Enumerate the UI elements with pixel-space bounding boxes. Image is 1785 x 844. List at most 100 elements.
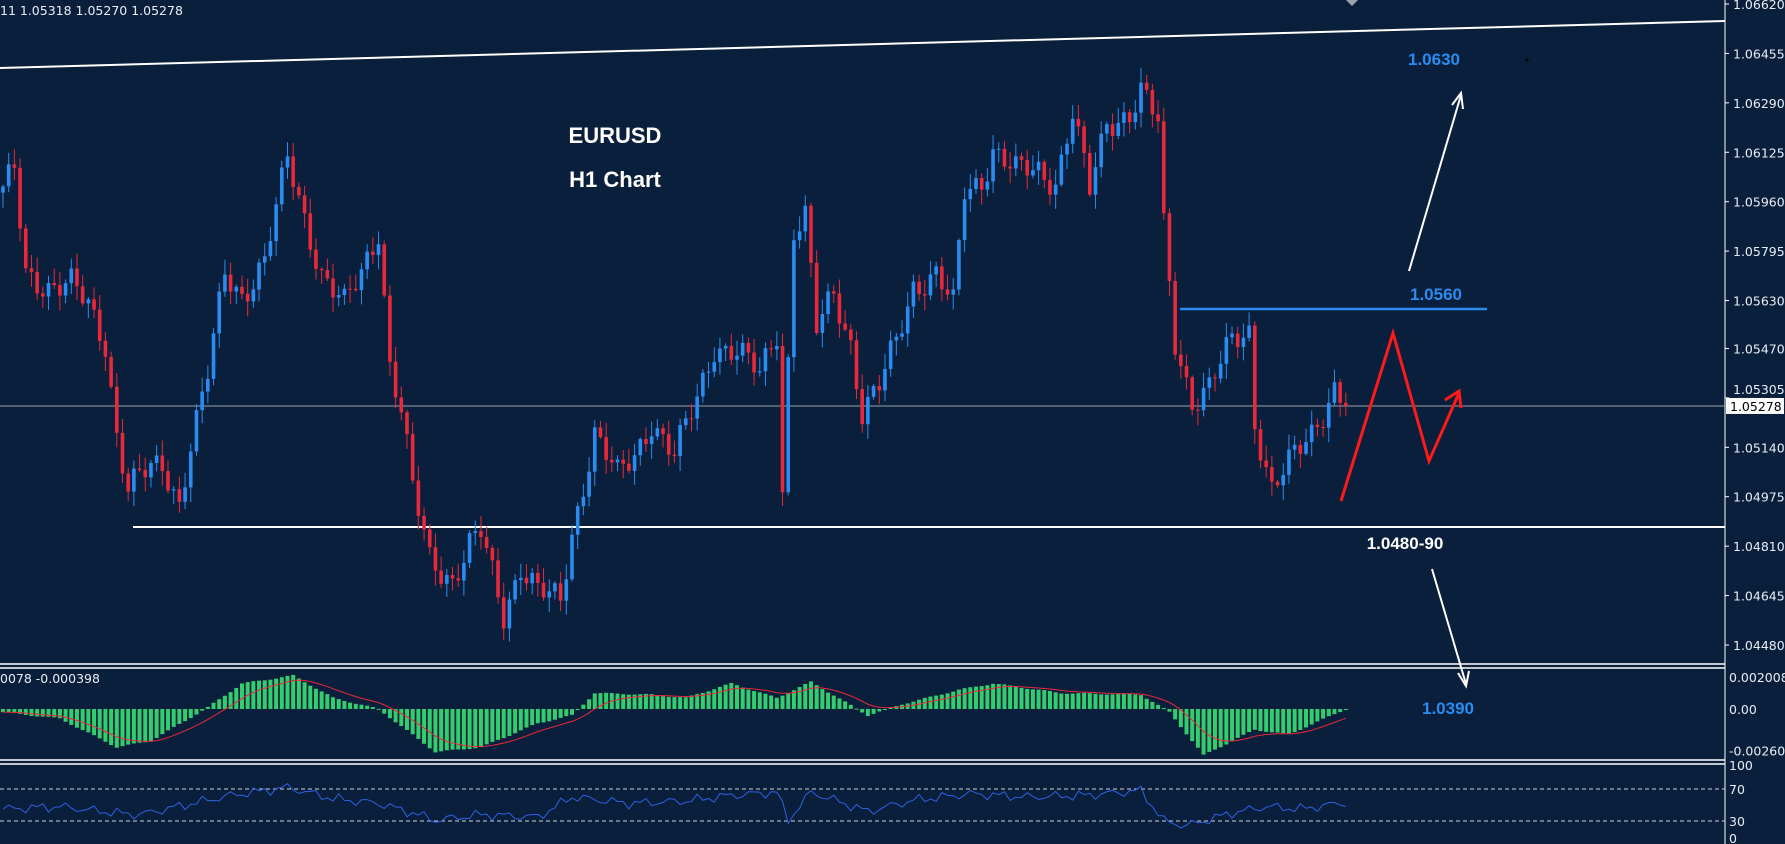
candle-body xyxy=(35,271,39,294)
candle-body xyxy=(103,340,108,357)
candle-body xyxy=(621,459,626,464)
macd-bar xyxy=(780,695,785,709)
macd-bar xyxy=(234,687,239,709)
candle-body xyxy=(331,278,335,298)
candle-body xyxy=(1196,409,1200,411)
candle-body xyxy=(843,323,847,330)
rsi-tick-label: 30 xyxy=(1729,814,1745,829)
macd-bar xyxy=(496,709,501,740)
macd-bar xyxy=(865,709,870,717)
candle-body xyxy=(46,283,51,297)
price-axis: 1.06620 1.06455 1.06290 1.06125 1.05960 1.057… xyxy=(1725,0,1785,653)
candle-body xyxy=(1127,112,1132,123)
candle-body xyxy=(849,329,853,341)
macd-bar xyxy=(393,709,398,723)
price-tick-label: 1.06620 xyxy=(1733,0,1785,12)
macd-bar xyxy=(1281,709,1286,734)
candle-body xyxy=(1241,337,1246,347)
macd-bar xyxy=(177,709,182,724)
candle-body xyxy=(393,361,398,398)
macd-bar xyxy=(735,685,740,709)
candle-body xyxy=(530,572,534,584)
candle-body xyxy=(547,591,552,598)
macd-bar xyxy=(1292,709,1297,733)
macd-bar xyxy=(166,709,171,731)
macd-histogram xyxy=(1,674,1348,755)
macd-bar xyxy=(1190,709,1195,742)
support-label: 1.0480-90 xyxy=(1367,534,1444,553)
candle-body xyxy=(917,281,921,294)
candle-body xyxy=(905,306,910,334)
candle-body xyxy=(92,299,96,310)
candle-body xyxy=(143,469,148,478)
candle-body xyxy=(1116,122,1121,136)
macd-bar xyxy=(399,709,404,727)
macd-bar xyxy=(962,688,967,709)
candle-body xyxy=(450,574,455,579)
candle-body xyxy=(1332,382,1337,403)
macd-bar xyxy=(672,697,677,709)
macd-bar xyxy=(302,682,307,709)
macd-bar xyxy=(1230,709,1235,742)
candle-body xyxy=(1065,143,1069,155)
candle-body xyxy=(581,496,586,507)
candle-body xyxy=(837,293,842,324)
candle-body xyxy=(661,428,665,434)
candle-body xyxy=(445,574,449,584)
candle-body xyxy=(109,356,113,387)
candle-body xyxy=(564,579,569,601)
candle-body xyxy=(41,293,45,297)
candle-body xyxy=(507,599,512,629)
candle-body xyxy=(58,285,62,296)
candle-body xyxy=(479,531,483,538)
scroll-marker-icon[interactable] xyxy=(1346,0,1358,6)
price-tick-label: 1.05795 xyxy=(1733,244,1785,259)
target-up-label: 1.0630 xyxy=(1408,50,1460,69)
macd-bar xyxy=(160,709,165,735)
macd-bar xyxy=(52,709,57,718)
macd-bar xyxy=(46,709,51,717)
upper-trendline[interactable] xyxy=(0,20,1726,69)
candle-body xyxy=(1070,118,1075,144)
macd-bar xyxy=(461,709,466,750)
candle-body xyxy=(319,268,324,271)
down-arrow xyxy=(1431,568,1467,685)
macd-bar xyxy=(228,692,233,709)
candle-body xyxy=(1179,354,1183,367)
symbol-title: EURUSD xyxy=(569,123,662,148)
macd-bar xyxy=(114,709,119,748)
macd-bar xyxy=(1116,693,1121,709)
macd-bar xyxy=(643,693,648,709)
macd-bar xyxy=(376,708,381,710)
candle-body xyxy=(1059,154,1064,185)
macd-bar xyxy=(1099,694,1104,709)
candle-body xyxy=(649,436,654,444)
candle-body xyxy=(410,434,415,481)
candle-body xyxy=(1087,153,1092,195)
candle-body xyxy=(775,346,779,350)
macd-bar xyxy=(1053,692,1058,709)
macd-bar xyxy=(1184,709,1189,735)
dot-marker xyxy=(1525,58,1529,62)
macd-bar xyxy=(564,709,569,717)
macd-bar xyxy=(336,699,341,709)
candle-body xyxy=(979,178,984,190)
price-tick-label: 1.04480 xyxy=(1733,638,1785,653)
macd-bar xyxy=(973,686,978,709)
candle-body xyxy=(604,437,608,460)
candle-body xyxy=(473,531,478,534)
macd-bar xyxy=(1326,709,1331,717)
candle-body xyxy=(718,348,722,363)
macd-bar xyxy=(1013,686,1018,709)
candle-body xyxy=(1048,179,1052,195)
candle-body xyxy=(422,515,426,530)
candle-body xyxy=(501,597,506,629)
macd-bar xyxy=(683,697,688,709)
candle-body xyxy=(376,244,381,255)
macd-bar xyxy=(262,680,267,709)
macd-bar xyxy=(331,697,336,709)
macd-bar xyxy=(1247,709,1252,733)
candle-body xyxy=(940,266,944,290)
macd-bar xyxy=(1002,684,1007,709)
candle-body xyxy=(911,281,916,307)
